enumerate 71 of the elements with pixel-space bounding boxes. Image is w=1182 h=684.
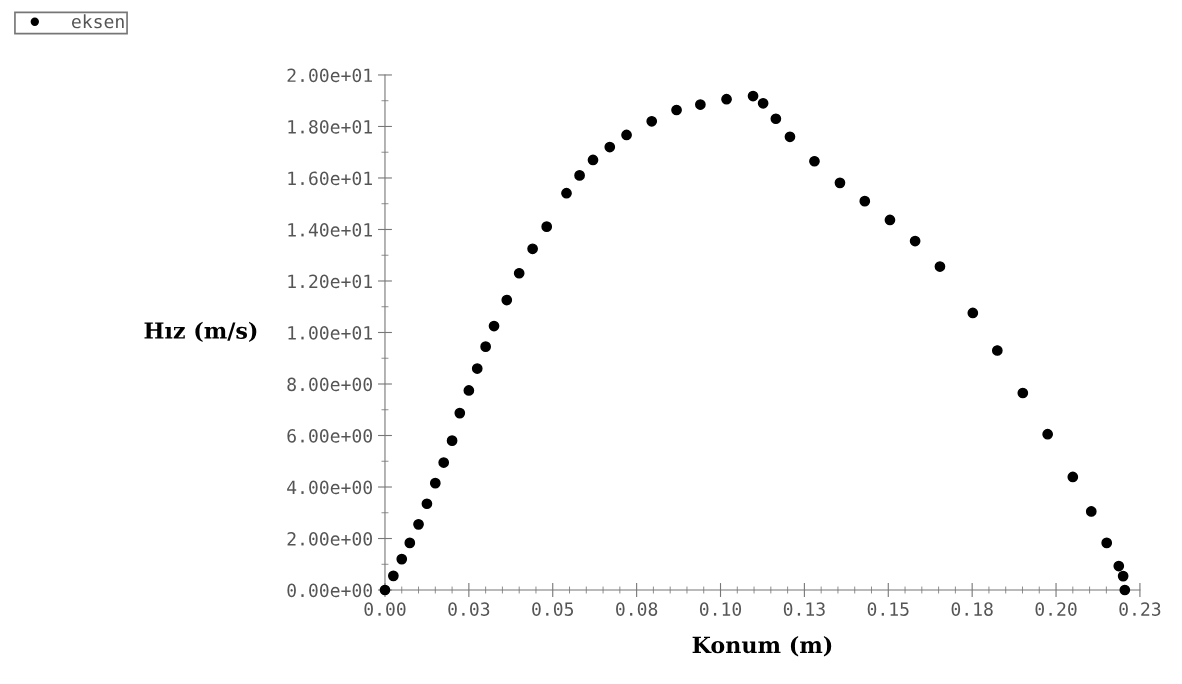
x-tick-label: 0.23 [1119,602,1161,616]
point [784,131,796,143]
point [695,99,706,110]
point [721,93,732,105]
x-tick-label: 0.00 [364,602,406,616]
point [991,345,1003,356]
y-tick-label: 1.60e+01 [288,171,372,186]
point [1119,584,1131,596]
point [471,363,483,374]
point [884,214,896,226]
point [809,155,820,167]
point [1042,428,1054,440]
x-tick-label: 0.20 [1035,602,1077,616]
point [646,115,658,127]
point [421,498,433,510]
point [396,553,408,565]
point [388,570,399,582]
point [587,154,599,166]
point [1113,560,1125,572]
point [621,129,632,141]
point [488,320,500,332]
x-axis-title: Konum (m) [692,636,832,657]
point [438,457,450,468]
point [527,243,538,255]
point [513,267,525,279]
point [747,90,759,102]
x-tick-label: 0.05 [532,602,574,616]
y-tick-label: 6.00e+00 [287,429,372,443]
x-tick-label: 0.18 [951,602,993,616]
point [834,177,846,189]
legend-label: eksen [71,14,124,29]
point [757,97,769,109]
x-tick-label: 0.10 [699,602,742,616]
point [480,341,491,353]
point [1017,387,1029,399]
y-tick-label: 2.00e+00 [287,532,372,546]
point [501,294,513,306]
point [859,195,871,207]
point [404,537,416,549]
point [909,235,921,247]
point [671,104,682,116]
point [413,518,424,530]
y-tick-label: 1.00e+01 [288,326,372,340]
x-tick-label: 0.13 [783,602,825,616]
point [770,113,782,125]
y-tick-label: 0.00e+00 [287,583,372,598]
point [1067,471,1079,483]
y-tick-label: 1.20e+01 [288,274,372,289]
point [1117,570,1129,582]
point [429,477,441,489]
point [1085,506,1097,517]
point [604,141,616,153]
y-tick-label: 1.80e+01 [288,119,372,134]
y-axis-title: Hız (m/s) [144,321,257,343]
x-tick-label: 0.03 [448,602,490,616]
x-tick-label: 0.08 [616,602,658,616]
y-tick-label: 4.00e+00 [287,480,372,495]
point [561,187,572,199]
point [541,221,553,233]
point [463,385,475,396]
point [446,435,458,447]
point [934,261,946,272]
point [1101,537,1113,549]
point [574,170,585,181]
y-tick-label: 1.40e+01 [288,222,372,237]
point [379,584,391,596]
y-tick-label: 8.00e+00 [287,377,372,392]
point [967,307,979,319]
x-tick-label: 0.15 [867,602,909,616]
y-tick-label: 2.00e+01 [287,68,372,83]
point [454,407,466,419]
